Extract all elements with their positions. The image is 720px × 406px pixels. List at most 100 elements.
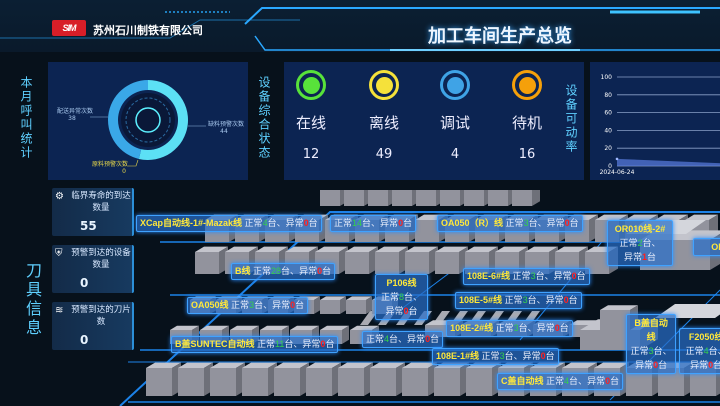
machine-block	[368, 190, 396, 206]
availability-label: 设备可动率	[564, 84, 578, 154]
production-line-label[interactable]: F2050线 正常4台、异常0台	[679, 328, 720, 374]
tool-info-label: 刀具信息	[23, 262, 42, 338]
production-line-label[interactable]: OA050线 正常3台、异常0台	[187, 297, 309, 314]
normal-count: 3	[523, 218, 529, 228]
machine-block	[392, 190, 420, 206]
unit-separator: 台、	[254, 300, 273, 310]
line-name: B盖自动线	[634, 318, 668, 342]
leader-line	[128, 159, 139, 167]
machine-block	[306, 362, 341, 396]
status-standby-indicator-icon	[512, 70, 542, 100]
abnormal-count: 0	[403, 306, 409, 316]
machine-block	[488, 190, 516, 206]
y-tick-label: 0	[608, 163, 612, 170]
production-line-label[interactable]: 108E-1#线 正常3台、异常0台	[432, 348, 559, 365]
line-name: F2050线	[688, 332, 720, 342]
data-point	[615, 157, 619, 161]
machine-block	[320, 296, 346, 314]
abnormal-label: 异常	[385, 306, 404, 316]
normal-label: 正常	[366, 334, 385, 344]
normal-label: 正常	[257, 339, 276, 349]
shield-icon: ⛨	[55, 248, 63, 259]
area-series	[617, 158, 720, 166]
tool-card-warning-inserts[interactable]: ≋ 预警到达的刀片数 0	[52, 302, 134, 350]
unit-separator: 台、	[404, 292, 423, 302]
unit-separator: 台、	[569, 376, 588, 386]
production-line-label[interactable]: 108E-2#线 正常3台、异常0台	[446, 320, 573, 337]
production-line-label[interactable]: 108E-5#线 正常3台、异常0台	[455, 292, 582, 309]
unit-label: 台	[610, 376, 620, 386]
unit-label: 台	[545, 351, 555, 361]
tool-card-title: 预警到达的设备数量	[71, 248, 131, 270]
abnormal-count: 1	[641, 252, 647, 262]
tool-card-value: 55	[80, 219, 97, 233]
normal-label: 正常	[630, 346, 649, 356]
donut-slice	[108, 80, 148, 159]
production-line-label[interactable]: B线 正常28台、异常0台	[231, 263, 336, 280]
abnormal-count: 0	[290, 300, 296, 310]
unit-label: 台	[576, 271, 586, 281]
page-title: 加工车间生产总览	[428, 26, 572, 47]
slice-label-value: 0	[122, 168, 126, 175]
header-bar: SIM 苏州石川制铁有限公司 加工车间生产总览	[0, 0, 720, 52]
call-stats-panel: 配送异常次数 38 缺料预警次数 44 原料预警次数 0	[48, 62, 248, 180]
production-line-label[interactable]: 108E-6#线 正常3台、异常0台	[463, 268, 590, 285]
status-online-indicator-icon	[296, 70, 326, 100]
normal-count: 3	[499, 351, 505, 361]
y-tick-label: 100	[601, 74, 613, 81]
production-line-label[interactable]: 正常14台、异常0台	[330, 215, 417, 232]
normal-count: 4	[384, 334, 390, 344]
tool-card-warning-equipment[interactable]: ⛨ 预警到达的设备数量 0	[52, 245, 134, 293]
unit-separator: 台、	[528, 218, 547, 228]
abnormal-label: 异常	[380, 218, 399, 228]
abnormal-label: 异常	[285, 218, 304, 228]
tool-card-critical-life[interactable]: ⚙ 临界寿命的到达数量 55	[52, 188, 134, 236]
normal-count: 3	[513, 323, 519, 333]
production-line-label[interactable]: C盖自动线 正常4台、异常0台	[497, 373, 624, 390]
machine-block	[370, 362, 405, 396]
status-standby: 待机 16	[497, 70, 557, 162]
company-name: 苏州石川制铁有限公司	[93, 24, 203, 37]
unit-separator: 台、	[281, 266, 300, 276]
machine-block	[242, 362, 277, 396]
normal-label: 正常	[619, 238, 638, 248]
machine-block	[320, 190, 348, 206]
line-name: OA050线	[191, 300, 229, 310]
production-line-label[interactable]: B盖SUNTEC自动线 正常11台、异常0台	[171, 336, 339, 353]
slice-label-value: 38	[68, 115, 76, 122]
normal-label: 正常	[546, 376, 565, 386]
status-offline-label: 离线	[368, 114, 399, 132]
normal-count: 3	[530, 271, 536, 281]
status-offline: 离线 49	[354, 70, 414, 162]
production-line-label[interactable]: 正常4台、异常0台	[362, 331, 444, 348]
status-debug-value: 4	[450, 147, 460, 162]
line-name: B盖SUNTEC自动线	[175, 339, 255, 349]
unit-separator: 台、	[504, 351, 523, 361]
status-online-value: 12	[302, 147, 320, 162]
machine-block	[344, 190, 372, 206]
y-tick-label: 20	[604, 145, 612, 152]
status-online: 在线 12	[281, 70, 341, 162]
header-decoration	[0, 7, 720, 51]
production-line-label[interactable]: OR010线-2# 正常2台、 异常1台	[607, 220, 673, 266]
machine-rail	[360, 311, 378, 325]
production-line-label[interactable]: OA050（R）线 正常3台、异常0台	[437, 215, 583, 232]
line-name: P106线	[386, 278, 417, 288]
unit-separator: 台、	[389, 334, 408, 344]
unit-separator: 台、	[642, 238, 661, 248]
production-line-label[interactable]: P106线 正常8台、 异常0台	[375, 274, 428, 320]
abnormal-label: 异常	[635, 360, 654, 370]
status-offline-value: 49	[375, 147, 393, 162]
production-line-label[interactable]: OR01	[693, 238, 720, 256]
status-standby-value: 16	[518, 147, 536, 162]
layers-icon: ≋	[55, 305, 64, 316]
unit-label: 台	[658, 360, 668, 370]
production-line-label[interactable]: XCap自动线-1#-Mazak线 正常4台、异常0台	[136, 215, 322, 232]
line-name: B线	[235, 266, 251, 276]
production-line-label[interactable]: B盖自动线 正常3台、 异常0台	[626, 314, 677, 374]
unit-separator: 台、	[653, 346, 672, 356]
machine-block	[346, 296, 372, 314]
abnormal-count: 0	[398, 218, 404, 228]
normal-count: 11	[275, 339, 285, 349]
